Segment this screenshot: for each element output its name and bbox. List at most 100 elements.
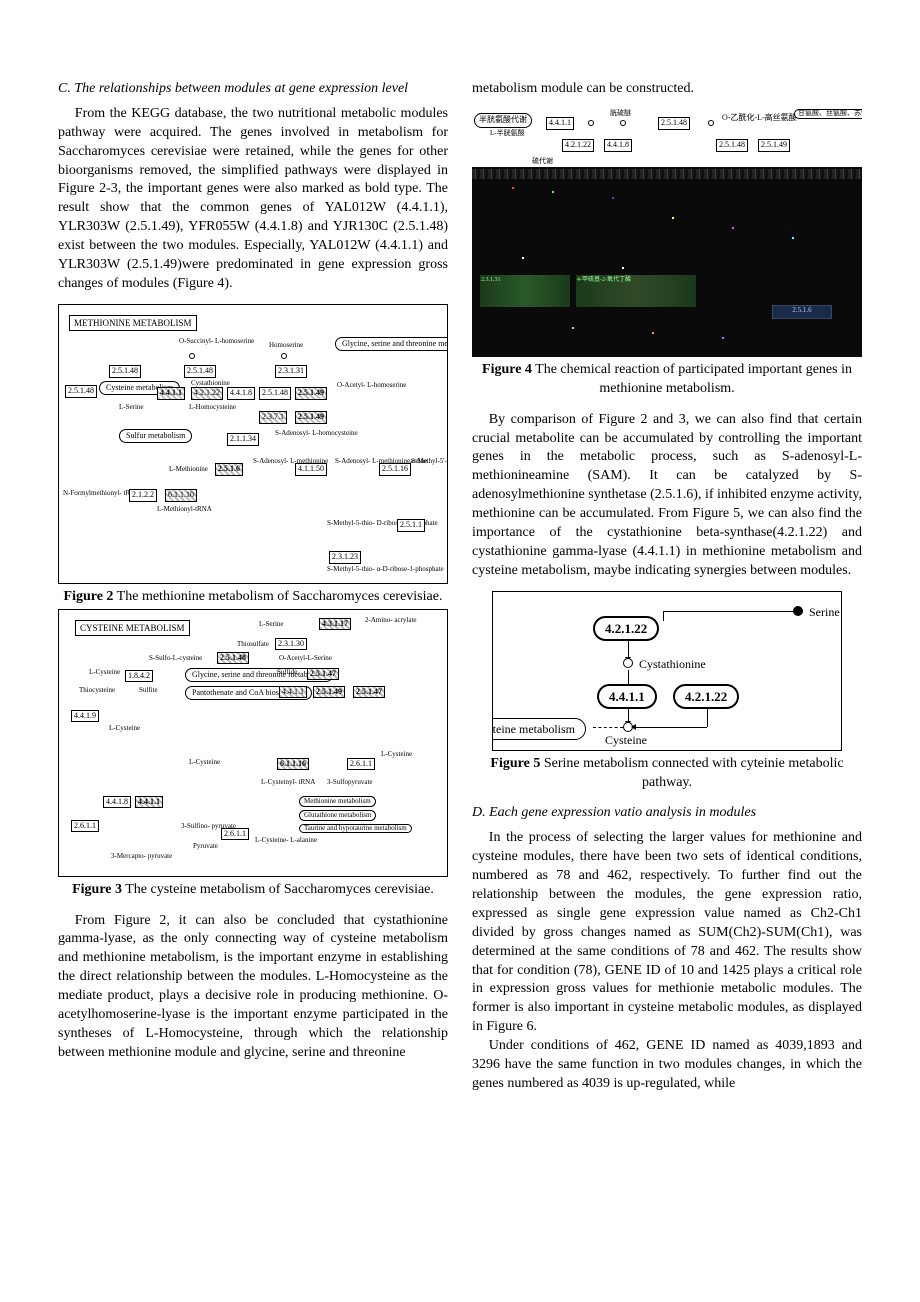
fig3-pyr: Pyruvate xyxy=(193,842,218,851)
fig2-lhomo: L-Homocysteine xyxy=(189,403,236,412)
fig3-node-2611c: 2.6.1.1 xyxy=(221,828,249,841)
fig5-42122a: 4.2.1.22 xyxy=(593,616,659,642)
fig5-dashline xyxy=(593,727,623,728)
fig4-green2: 4-甲硫基-2-氧代丁酸 xyxy=(576,275,696,307)
fig4-4418: 4.4.1.8 xyxy=(604,139,632,152)
fig3-hydroxy: 3-Sulfopyruvate xyxy=(327,778,373,787)
fig3-node-25147b: 2.5.1.47 xyxy=(353,686,385,699)
fig2-node-2148c: 2.5.1.48 xyxy=(65,385,97,398)
fig5-arrow xyxy=(628,640,629,658)
fig5-arrow xyxy=(635,727,707,728)
fig2-compound-oal: O-Acetyl- L-homoserine xyxy=(337,381,406,390)
fig3-sulfide: Sulfide xyxy=(277,668,297,677)
fig3-title: CYSTEINE METABOLISM xyxy=(75,620,190,636)
figure-2-caption: Figure 2 The methionine metabolism of Sa… xyxy=(58,588,448,607)
figure-5-caption: Figure 5 Serine metabolism connected wit… xyxy=(472,755,862,793)
fig2-node-2516: 2.5.1.6 xyxy=(215,463,243,476)
fig2-compound-homoserine: Homoserine xyxy=(269,341,303,350)
fig4-42122: 4.2.1.22 xyxy=(562,139,594,152)
figure-2-caption-text: The methionine metabolism of Saccharomyc… xyxy=(113,589,442,604)
fig4-right-round2: O-乙酰化-L-高丝氨酸 xyxy=(722,113,797,124)
fig2-node-42122: 4.2.1.22 xyxy=(191,387,223,400)
fig2-smsd: S-Methyl-5'- thioadenosine xyxy=(411,457,448,466)
section-d-heading: D. Each gene expression vatio analysis i… xyxy=(472,804,862,823)
fig2-node-4411: 4.4.1.1 xyxy=(157,387,185,400)
fig3-lcyst: L-Cysteine xyxy=(189,758,220,767)
figure-4-caption-text: The chemical reaction of participated im… xyxy=(532,362,852,396)
fig4-bottom: 硫代谢 xyxy=(532,157,553,166)
fig4-25149: 2.5.1.49 xyxy=(758,139,790,152)
figure-3-caption-text: The cysteine metabolism of Saccharomyces… xyxy=(122,882,434,897)
fig2-node-25149a: 2.5.1.49 xyxy=(295,387,327,400)
figure-3-caption: Figure 3 The cysteine metabolism of Sacc… xyxy=(58,881,448,900)
section-c-cont: metabolism module can be constructed. xyxy=(472,80,862,99)
fig4-4411: 4.4.1.1 xyxy=(546,117,574,130)
fig2-title: METHIONINE METABOLISM xyxy=(69,315,197,331)
section-c-paragraph-3: By comparison of Figure 2 and 3, we can … xyxy=(472,411,862,581)
fig4-right-round1: 甘氨酸、丝氨酸、苏氨酸代谢 xyxy=(794,109,862,119)
section-c-paragraph-1: From the KEGG database, the two nutritio… xyxy=(58,105,448,294)
fig5-serine: Serine xyxy=(809,604,840,620)
fig2-node-23123: 2.3.1.23 xyxy=(329,551,361,564)
fig5-cysteine: Cysteine xyxy=(605,732,647,748)
fig4-sub-left: L-半胱氨酸 xyxy=(490,129,525,138)
fig3-thm: Taurine and hypotaurine metabolism xyxy=(299,824,412,833)
fig3-lcys2: L-Cysteine xyxy=(109,724,140,733)
figure-3: CYSTEINE METABOLISM L-Serine 4.3.1.17 2-… xyxy=(58,609,448,877)
fig5-line xyxy=(663,611,664,621)
section-d-paragraph-1: In the process of selecting the larger v… xyxy=(472,829,862,1037)
fig2-compound-osl: O-Succinyl- L-homoserine xyxy=(179,337,254,346)
fig3-metmet: Methionine metabolism xyxy=(299,796,376,807)
fig2-node-61110: 6.1.1.10 xyxy=(165,489,197,502)
fig2-lmet: L-Methionine xyxy=(169,465,208,474)
fig3-lcystt: L-Cysteinyl- tRNA xyxy=(261,778,315,787)
right-column: metabolism module can be constructed. 半胱… xyxy=(472,80,862,1094)
fig4-dot xyxy=(708,120,714,126)
fig4-2148: 2.5.1.48 xyxy=(658,117,690,130)
fig5-cysmet: Cysteine metabolism xyxy=(492,718,586,740)
fig2-node-21134: 2.1.1.34 xyxy=(227,433,259,446)
fig2-node-2148d: 2.5.1.48 xyxy=(259,387,291,400)
fig3-node-23130: 2.3.1.30 xyxy=(275,638,307,651)
fig2-sam: S-Adenosyl- L-homocysteine xyxy=(275,429,358,438)
fig3-lser: L-Serine xyxy=(259,620,284,629)
fig5-cyst-dot xyxy=(623,658,633,668)
fig3-node-25149: 2.5.1.49 xyxy=(313,686,345,699)
fig3-sulfite: Sulfite xyxy=(139,686,158,695)
fig5-42122b: 4.2.1.22 xyxy=(673,684,739,710)
fig3-lcyst2: L-Cysteine xyxy=(381,750,412,759)
fig3-node-2611a: 2.6.1.1 xyxy=(347,758,375,771)
fig2-lmt: L-Methionyl-tRNA xyxy=(157,505,212,514)
fig2-smt2: S-Methyl-5-thio- α-D-ribose-1-phosphate xyxy=(327,565,444,574)
fig3-node-2148: 2.5.1.48 xyxy=(217,652,249,665)
figure-2: METHIONINE METABOLISM O-Succinyl- L-homo… xyxy=(58,304,448,584)
fig3-node-1842: 1.8.4.2 xyxy=(125,670,153,683)
fig3-node-61116: 6.1.1.16 xyxy=(277,758,309,771)
fig5-cystath: Cystathionine xyxy=(639,656,706,672)
figure-5-caption-label: Figure 5 xyxy=(490,756,540,771)
fig4-2148b: 2.5.1.48 xyxy=(716,139,748,152)
fig3-node-2611b: 2.6.1.1 xyxy=(71,820,99,833)
fig2-node-2148b: 2.5.1.48 xyxy=(184,365,216,378)
fig2-node-25149b: 2.5.1.49 xyxy=(295,411,327,424)
fig3-node-4418: 4.4.1.8 xyxy=(103,796,131,809)
fig3-node-4317: 4.3.1.17 xyxy=(319,618,351,631)
fig2-dot xyxy=(189,353,195,359)
fig4-dot xyxy=(588,120,594,126)
fig3-thio: Thiosulfate xyxy=(237,640,269,649)
fig2-node-2331: 2.3.1.31 xyxy=(275,365,307,378)
fig2-dot xyxy=(281,353,287,359)
fig2-compound-sulfur: Sulfur metabolism xyxy=(119,429,192,443)
page-columns: C. The relationships between modules at … xyxy=(58,80,862,1094)
fig2-node-25116: 2.5.1.16 xyxy=(379,463,411,476)
fig4-green1: 2.3.1.31 xyxy=(480,275,570,307)
fig3-thiocys: Thiocysteine xyxy=(79,686,115,695)
fig3-aminoacr: 2-Amino- acrylate xyxy=(365,616,417,625)
fig3-oaser: O-Acetyl-L-Serine xyxy=(279,654,332,663)
fig5-line xyxy=(663,611,793,612)
fig2-node-2371: 2.3.7.1 xyxy=(259,411,287,424)
fig3-glutmet: Glutathione metabolism xyxy=(299,810,376,821)
figure-4: 半胱氨酸代谢 L-半胱氨酸 4.4.1.1 胱硫醚 2.5.1.48 O-乙酰化… xyxy=(472,109,862,357)
fig3-lala: L-Cysteine- L-alanine xyxy=(255,836,317,845)
figure-5-caption-text: Serine metabolism connected with cyteini… xyxy=(540,756,843,790)
